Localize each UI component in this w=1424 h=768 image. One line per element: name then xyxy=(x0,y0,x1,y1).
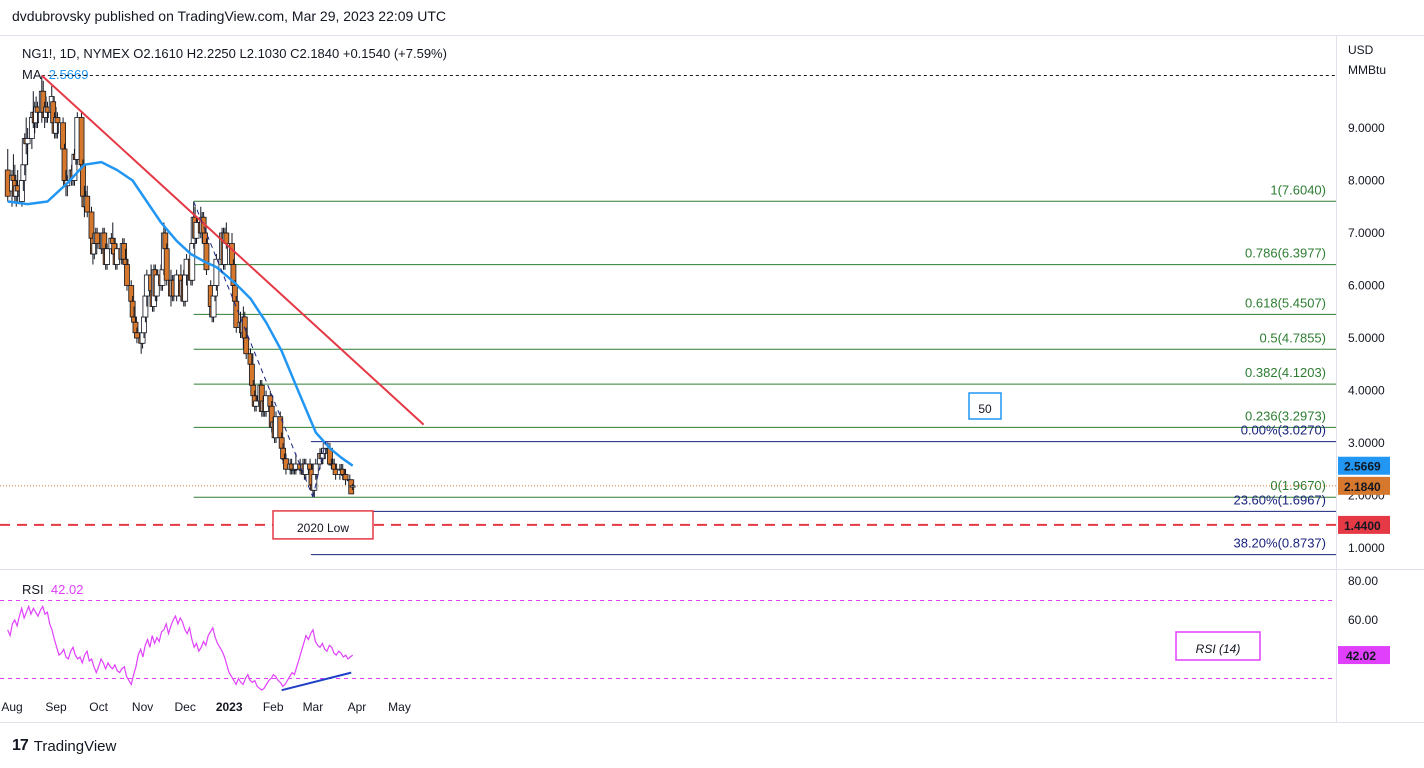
fib-retracement-label: 0(1.9670) xyxy=(1270,478,1326,493)
rsi-value-tag-bg xyxy=(1338,646,1390,665)
x-tick-label: Feb xyxy=(263,700,284,714)
published-header: dvdubrovsky published on TradingView.com… xyxy=(12,8,446,24)
x-tick-label: Mar xyxy=(303,700,324,714)
dashed-projection-line xyxy=(193,201,314,498)
fib-retracement-label: 1(7.6040) xyxy=(1270,182,1326,197)
ma-price-tag-bg xyxy=(1338,456,1390,475)
rsi-y-tick-label: 80.00 xyxy=(1348,574,1378,588)
candle-body xyxy=(349,485,356,488)
x-tick-label: Sep xyxy=(45,700,67,714)
y-tick-label: 6.0000 xyxy=(1348,279,1385,293)
y-tick-label: 3.0000 xyxy=(1348,436,1385,450)
candle-body xyxy=(134,332,140,339)
current-price-tag-bg xyxy=(1338,476,1390,495)
fib-retracement-label: 0.618(5.4507) xyxy=(1245,295,1326,310)
fib-retracement-label: 0.786(6.3977) xyxy=(1245,246,1326,261)
x-tick-label: Apr xyxy=(348,700,367,714)
candle-body xyxy=(78,117,85,166)
candle-body xyxy=(189,243,196,281)
candle-body xyxy=(124,264,130,286)
ma-period-box xyxy=(968,392,1002,420)
support-label-box xyxy=(272,510,374,540)
y-tick-label: 1.0000 xyxy=(1348,541,1385,555)
rsi-y-tick-label: 60.00 xyxy=(1348,613,1378,627)
rsi-value-tag: 42.02 xyxy=(1346,649,1376,663)
rsi-line xyxy=(7,604,354,691)
ma-price-tag: 2.5669 xyxy=(1344,460,1381,474)
fib-extension-label: 38.20%(0.8737) xyxy=(1233,536,1326,551)
candle-body xyxy=(312,463,319,475)
tradingview-logo-icon: 17 xyxy=(12,737,29,754)
x-tick-label: Aug xyxy=(1,700,22,714)
candle-body xyxy=(213,258,220,286)
rsi-legend: RSI 42.02 xyxy=(22,582,83,597)
rsi-divergence-line xyxy=(281,671,352,692)
candle-body xyxy=(84,195,91,213)
candle-body xyxy=(243,337,250,355)
support-price-tag-bg xyxy=(1338,515,1390,534)
dashed-bounce-line xyxy=(312,441,327,498)
y-tick-label: 8.0000 xyxy=(1348,174,1385,188)
x-tick-label: Nov xyxy=(132,700,153,714)
candle-body xyxy=(163,248,170,281)
fib-retracement-label: 0.236(3.2973) xyxy=(1245,408,1326,423)
fib-retracement-label: 0.382(4.1203) xyxy=(1245,365,1326,380)
tradingview-brand: TradingView xyxy=(33,737,117,755)
tradingview-footer: 17 TradingView xyxy=(12,737,116,755)
candle-body xyxy=(104,248,110,265)
rsi-annotation-box xyxy=(1175,631,1261,661)
fib-extension-label: 23.60%(1.6967) xyxy=(1233,492,1326,507)
candle-body xyxy=(342,474,349,481)
y-tick-label: 5.0000 xyxy=(1348,331,1385,345)
fib-retracement-label: 0.5(4.7855) xyxy=(1260,330,1327,345)
y-tick-label: 9.0000 xyxy=(1348,121,1385,135)
y-tick-label: 4.0000 xyxy=(1348,384,1385,398)
ma-legend: MA 2.5669 xyxy=(22,67,89,82)
support-label: 2020 Low xyxy=(297,521,349,535)
y-tick-label: 7.0000 xyxy=(1348,226,1385,240)
ma-legend-label: MA xyxy=(22,67,42,82)
candle-body xyxy=(54,117,61,124)
candle-body xyxy=(24,138,31,145)
candle-body xyxy=(94,232,101,244)
current-price-tag: 2.1840 xyxy=(1344,480,1381,494)
descending-trendline xyxy=(41,74,425,426)
y-axis-unit: MMBtu xyxy=(1348,63,1386,77)
candle-body xyxy=(203,243,210,271)
symbol-legend: NG1!, 1D, NYMEX O2.1610 H2.2250 L2.1030 … xyxy=(22,46,447,61)
candle-body xyxy=(253,400,260,407)
rsi-legend-value: 42.02 xyxy=(50,582,84,597)
x-tick-label: Oct xyxy=(89,700,108,714)
moving-average-line xyxy=(7,160,354,467)
support-price-tag: 1.4400 xyxy=(1344,519,1381,533)
y-axis-unit: USD xyxy=(1348,43,1374,57)
ma-legend-value: 2.5669 xyxy=(48,67,89,82)
rsi-legend-label: RSI xyxy=(22,582,44,597)
x-tick-label: 2023 xyxy=(216,700,243,714)
fib-extension-label: 0.00%(3.0270) xyxy=(1241,423,1326,438)
ma-period-label: 50 xyxy=(978,402,992,416)
rsi-annotation: RSI (14) xyxy=(1196,642,1241,656)
x-tick-label: Dec xyxy=(174,700,195,714)
x-tick-label: May xyxy=(388,700,411,714)
